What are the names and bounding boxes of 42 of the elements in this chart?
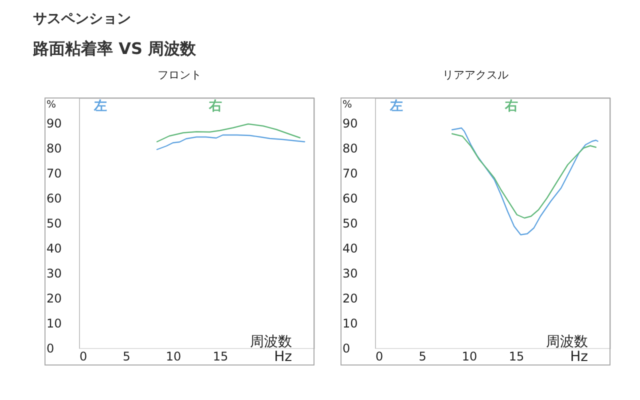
series-label: 右	[208, 99, 222, 114]
line-series	[451, 127, 598, 236]
y-axis-title: %	[342, 100, 352, 110]
line-series	[451, 133, 596, 219]
y-tick-label: 10	[342, 316, 358, 330]
y-tick-label: 20	[46, 292, 62, 306]
chart-title: フロント	[158, 68, 202, 82]
y-tick-label: 60	[342, 192, 358, 206]
y-tick-label: 80	[46, 142, 62, 156]
x-tick-label: 10	[166, 350, 182, 364]
line-series	[156, 123, 300, 142]
y-tick-label: 80	[342, 142, 358, 156]
y-tick-label: 60	[46, 192, 62, 206]
text: 路面粘着率 VS 周波数	[32, 39, 198, 58]
y-tick-label: 40	[342, 242, 358, 256]
text: 左	[93, 99, 107, 114]
y-tick-label: 20	[342, 292, 358, 306]
y-tick-label: 50	[46, 216, 62, 230]
x-tick-label: 5	[122, 350, 130, 364]
x-tick-label: 15	[508, 350, 524, 364]
x-tick-label: 5	[418, 350, 426, 364]
chart-title: リアアクスル	[442, 68, 508, 82]
x-tick-label: 15	[212, 350, 228, 364]
y-tick-label: 70	[46, 166, 62, 180]
text: 右	[504, 99, 518, 114]
y-tick-label: 40	[46, 242, 62, 256]
y-tick-label: 30	[46, 266, 62, 280]
y-tick-label: 30	[342, 266, 358, 280]
x-axis-title: 周波数 Hz	[546, 334, 588, 365]
x-tick-label: 0	[80, 350, 88, 364]
y-tick-label: 90	[342, 116, 358, 130]
y-tick-label: 50	[342, 216, 358, 230]
y-tick-label: 70	[342, 166, 358, 180]
y-tick-label: 90	[46, 116, 62, 130]
x-tick-label: 10	[462, 350, 478, 364]
text: 左	[389, 99, 403, 114]
x-tick-label: 0	[376, 350, 384, 364]
x-axis-title: 周波数 Hz	[250, 334, 292, 365]
y-axis-title: %	[46, 100, 56, 110]
line-series	[156, 134, 306, 150]
text: サスペンション	[33, 11, 131, 27]
y-tick-label: 10	[46, 316, 62, 330]
